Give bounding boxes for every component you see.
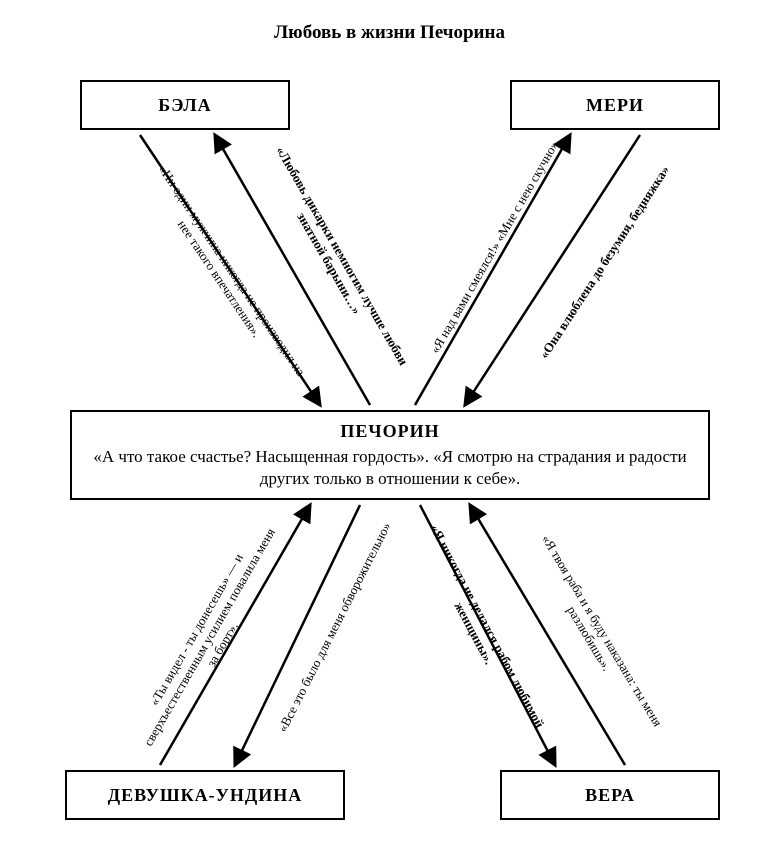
edge-pechorin-to-meri <box>415 135 570 405</box>
edge-pechorin-to-undina <box>235 505 360 765</box>
node-pechorin-quote: «А что такое счастье? Насыщенная гордост… <box>82 446 698 489</box>
edge-bela-to-pechorin <box>140 135 320 405</box>
node-pechorin-label: ПЕЧОРИН <box>340 421 439 442</box>
node-vera: ВЕРА <box>500 770 720 820</box>
diagram-title: Любовь в жизни Печорина <box>0 22 779 44</box>
edge-label-pechorin-to-undina: «Все это было для меня обворожительно» <box>269 508 400 746</box>
edge-label-meri-to-pechorin: «Она влюблена до безумия, бедняжка» <box>528 149 682 375</box>
edge-label-bela-to-pechorin: «Ни один мужчина никогда не производил н… <box>140 159 310 391</box>
node-bela: БЭЛА <box>80 80 290 130</box>
node-vera-label: ВЕРА <box>585 785 635 806</box>
node-bela-label: БЭЛА <box>158 95 211 116</box>
edge-vera-to-pechorin <box>470 505 625 765</box>
edge-label-vera-to-pechorin: «Я твоя раба и я буду наказана: ты меня … <box>515 516 675 754</box>
edge-label-undina-to-pechorin: «Ты видел - ты донесешь» — и сверхъестес… <box>126 514 295 762</box>
node-pechorin: ПЕЧОРИН «А что такое счастье? Насыщенная… <box>70 410 710 500</box>
edge-label-pechorin-to-meri: «Я над вами смеялся!» «Мне с нею скучно» <box>424 131 567 364</box>
diagram-canvas: Любовь в жизни Печорина БЭЛА МЕРИ ПЕЧОРИ… <box>0 0 779 863</box>
node-meri: МЕРИ <box>510 80 720 130</box>
edge-meri-to-pechorin <box>465 135 640 405</box>
edge-label-pechorin-to-bela: «Любовь дикарки немногим лучше любви зна… <box>257 140 413 380</box>
node-undina: ДЕВУШКА-УНДИНА <box>65 770 345 820</box>
edge-pechorin-to-vera <box>420 505 555 765</box>
edge-undina-to-pechorin <box>160 505 310 765</box>
node-undina-label: ДЕВУШКА-УНДИНА <box>108 785 303 806</box>
edge-pechorin-to-bela <box>215 135 370 405</box>
edge-label-pechorin-to-vera: «Я никогда не делался рабом любимой женщ… <box>406 508 554 752</box>
node-meri-label: МЕРИ <box>586 95 644 116</box>
